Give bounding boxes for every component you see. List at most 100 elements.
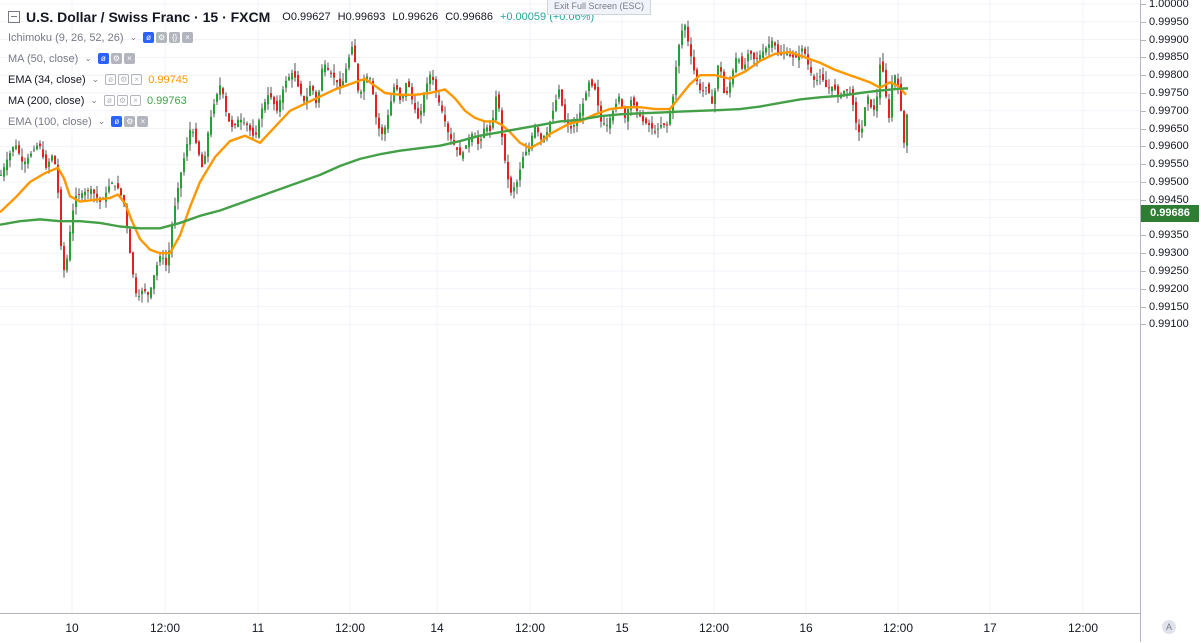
price-tick-label: 0.99900	[1149, 33, 1189, 46]
eye-off-icon[interactable]: ø	[111, 116, 123, 127]
chevron-down-icon[interactable]: ⌄	[97, 116, 106, 126]
code-icon[interactable]: {}	[169, 32, 181, 43]
exit-fullscreen-hint[interactable]: Exit Full Screen (ESC)	[547, 0, 652, 15]
candle-down	[804, 48, 806, 54]
price-tick-mark	[1141, 110, 1146, 112]
chevron-down-icon[interactable]: ⌄	[84, 53, 92, 63]
indicator-label[interactable]: EMA (34, close)	[8, 73, 86, 86]
indicator-label[interactable]: EMA (100, close)	[8, 115, 92, 128]
ohlc-open: O0.99627	[282, 10, 331, 23]
candle-up	[423, 94, 425, 113]
eye-off-icon[interactable]: ø	[143, 32, 155, 43]
indicator-row[interactable]: MA (200, close) ⌄ ø ⚙ × 0.99763	[8, 90, 594, 111]
candle-up	[714, 90, 716, 104]
gear-icon[interactable]: ⚙	[118, 74, 130, 85]
candle-down	[57, 164, 59, 193]
candle-up	[747, 53, 749, 62]
candle-up	[555, 100, 557, 111]
candle-up	[579, 112, 581, 121]
candle-up	[486, 127, 488, 132]
price-tick-label: 0.99700	[1149, 104, 1189, 117]
time-tick-label: 17	[983, 621, 997, 635]
ohlc-high: H0.99693	[337, 10, 386, 23]
indicator-lines	[0, 50, 909, 255]
candle-down	[825, 79, 827, 88]
candle-down	[276, 100, 278, 111]
time-tick-label: 12:00	[882, 621, 914, 635]
price-tick-mark	[1141, 182, 1146, 183]
candle-down	[726, 91, 728, 93]
candle-down	[252, 127, 254, 136]
indicator-row[interactable]: Ichimoku (9, 26, 52, 26) ⌄ ø ⚙{} ×	[8, 27, 594, 48]
candle-up	[243, 122, 245, 124]
ohlc-close: C0.99686	[445, 10, 493, 23]
candle-up	[309, 85, 311, 96]
candle-down	[333, 72, 335, 78]
indicator-label[interactable]: Ichimoku (9, 26, 52, 26)	[8, 31, 124, 44]
candle-up	[513, 187, 515, 192]
candle-down	[654, 131, 656, 133]
candle-up	[0, 174, 2, 176]
candle-down	[477, 136, 479, 145]
close-icon[interactable]: ×	[131, 74, 143, 85]
candle-up	[771, 40, 773, 48]
candle-up	[588, 82, 590, 91]
candle-down	[231, 119, 233, 127]
candle-up	[174, 205, 176, 224]
candle-up	[678, 44, 680, 66]
chart-area[interactable]	[0, 0, 1140, 613]
candle-down	[702, 90, 704, 92]
auto-scale-icon[interactable]: A	[1162, 620, 1176, 634]
candle-down	[39, 143, 41, 147]
price-tick-mark	[1141, 93, 1146, 94]
gear-icon[interactable]: ⚙	[124, 116, 136, 127]
close-icon[interactable]: ×	[137, 116, 149, 127]
price-axis[interactable]: 1.00000 0.99950 0.99900 0.99850 0.99800 0.997…	[1140, 0, 1201, 642]
close-icon[interactable]: ×	[129, 95, 141, 106]
candle-down	[852, 88, 854, 105]
candle-up	[519, 169, 521, 181]
gear-icon[interactable]: ⚙	[156, 32, 168, 43]
candle-up	[84, 191, 86, 196]
eye-icon[interactable]: ø	[105, 74, 117, 85]
gear-icon[interactable]: ⚙	[110, 53, 122, 64]
candle-down	[501, 110, 503, 137]
indicator-row[interactable]: MA (50, close) ⌄ ø ⚙ ×	[8, 48, 594, 69]
price-tick-mark	[1141, 4, 1146, 5]
candle-up	[618, 96, 620, 102]
price-chart[interactable]	[0, 0, 1140, 613]
chevron-down-icon[interactable]: ⌄	[90, 95, 98, 105]
time-tick-label: 12:00	[149, 621, 181, 635]
close-icon[interactable]: ×	[182, 32, 194, 43]
candle-up	[801, 48, 803, 52]
time-axis[interactable]: 10 12:00 11 12:00 14 12:00 15 12:00 16 12:00 17 12:…	[0, 613, 1140, 643]
chevron-down-icon[interactable]: ⌄	[91, 74, 100, 84]
symbol-title[interactable]: U.S. Dollar / Swiss Franc · 15 · FXCM	[26, 8, 271, 25]
candle-up	[609, 117, 611, 129]
symbol-header: U.S. Dollar / Swiss Franc · 15 · FXCM O0…	[8, 6, 594, 27]
candle-down	[330, 72, 332, 75]
candle-up	[15, 145, 17, 149]
candle-up	[171, 225, 173, 252]
gear-icon[interactable]: ⚙	[116, 95, 128, 106]
candle-up	[762, 51, 764, 58]
indicator-row[interactable]: EMA (100, close) ⌄ ø ⚙ ×	[8, 111, 594, 132]
close-icon[interactable]: ×	[123, 53, 135, 64]
price-tick-mark	[1141, 306, 1146, 308]
indicator-label[interactable]: MA (200, close)	[8, 94, 85, 107]
candle-down	[294, 71, 296, 78]
candle-up	[141, 290, 143, 295]
candle-up	[216, 94, 218, 102]
candle-down	[570, 126, 572, 129]
candle-up	[240, 119, 242, 123]
candle-down	[489, 125, 491, 131]
eye-icon[interactable]: ø	[103, 95, 115, 106]
collapse-legend-icon[interactable]	[8, 10, 20, 23]
candle-down	[639, 113, 641, 117]
eye-off-icon[interactable]: ø	[97, 53, 109, 64]
indicator-label[interactable]: MA (50, close)	[8, 52, 79, 65]
chevron-down-icon[interactable]: ⌄	[129, 32, 138, 42]
candle-up	[168, 250, 170, 266]
price-tick-label: 0.99500	[1149, 176, 1189, 188]
indicator-row[interactable]: EMA (34, close) ⌄ ø ⚙ × 0.99745	[8, 69, 594, 90]
